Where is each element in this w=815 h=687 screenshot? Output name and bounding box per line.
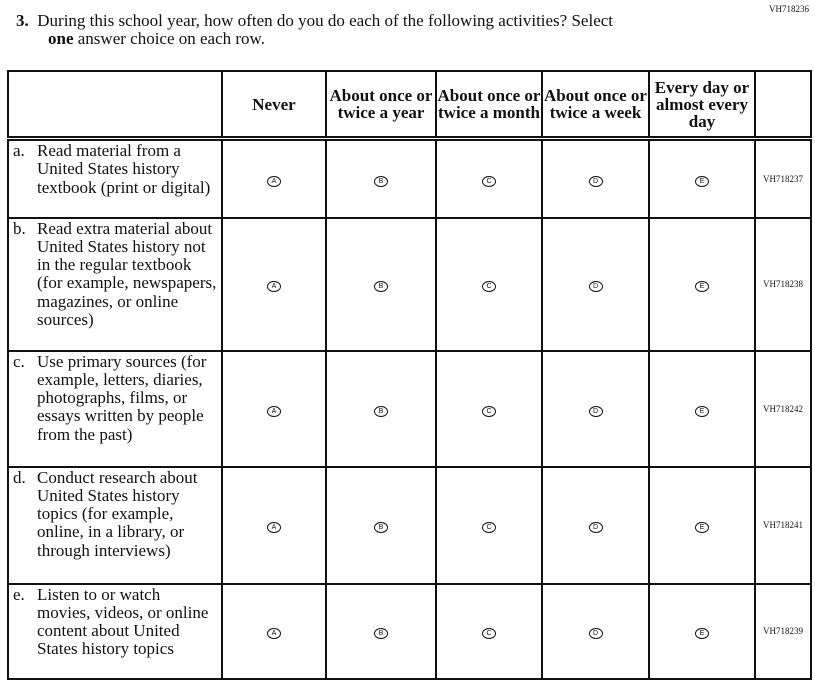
column-header-3: About once or twice a month: [435, 70, 543, 141]
row-item-id: VH718237: [754, 137, 812, 219]
question-prompt: 3. During this school year, how often do…: [16, 12, 613, 48]
answer-bubble-a[interactable]: A: [267, 175, 281, 187]
answer-bubble-a[interactable]: A: [267, 628, 281, 639]
row-text: Read extra material about United States …: [37, 218, 217, 329]
choice-cell: C: [435, 137, 543, 219]
answer-bubble-d[interactable]: D: [588, 175, 603, 187]
column-header-1: Never: [221, 70, 327, 141]
answer-bubble-a[interactable]: A: [267, 522, 281, 533]
answer-bubble-c[interactable]: C: [482, 522, 496, 533]
answer-bubble-c[interactable]: C: [482, 281, 496, 292]
answer-bubble-e[interactable]: E: [695, 281, 709, 292]
row-item-id: VH718241: [754, 465, 812, 585]
choice-cell: E: [648, 349, 756, 468]
answer-bubble-e[interactable]: E: [695, 405, 709, 417]
answer-bubble-c[interactable]: C: [482, 405, 496, 417]
choice-cell: E: [648, 216, 756, 352]
answer-bubble-e[interactable]: E: [695, 522, 709, 533]
question-text-line2: answer choice on each row.: [73, 29, 265, 48]
answer-bubble-d[interactable]: D: [588, 628, 603, 639]
column-header-2: About once or twice a year: [325, 70, 437, 141]
row-text: Conduct research about United States his…: [37, 467, 198, 560]
answer-bubble-b[interactable]: B: [374, 405, 388, 417]
row-stem: a. Read material from a United States his…: [7, 137, 223, 219]
row-text: Listen to or watch movies, videos, or on…: [37, 584, 209, 659]
choice-cell: C: [435, 582, 543, 680]
choice-cell: A: [221, 349, 327, 468]
row-item-id: VH718238: [754, 216, 812, 352]
answer-bubble-c[interactable]: C: [482, 628, 496, 639]
answer-bubble-a[interactable]: A: [267, 405, 281, 417]
choice-cell: E: [648, 465, 756, 585]
choice-cell: C: [435, 216, 543, 352]
answer-bubble-e[interactable]: E: [695, 175, 709, 187]
choice-cell: A: [221, 216, 327, 352]
choice-cell: C: [435, 465, 543, 585]
choice-cell: D: [541, 465, 650, 585]
row-letter: d.: [13, 467, 26, 487]
table-row: b. Read extra material about United State…: [7, 216, 812, 352]
row-text: Read material from a United States histo…: [37, 141, 211, 197]
row-letter: a.: [13, 141, 25, 160]
answer-bubble-b[interactable]: B: [374, 522, 388, 533]
answer-bubble-a[interactable]: A: [267, 281, 281, 292]
answer-bubble-b[interactable]: B: [374, 628, 388, 639]
item-id: VH718236: [769, 4, 809, 14]
choice-cell: D: [541, 216, 650, 352]
choice-cell: D: [541, 582, 650, 680]
choice-cell: B: [325, 349, 437, 468]
row-stem: d. Conduct research about United States h…: [7, 465, 223, 585]
choice-cell: E: [648, 137, 756, 219]
choice-cell: A: [221, 465, 327, 585]
table-row: a. Read material from a United States his…: [7, 137, 812, 219]
choice-cell: E: [648, 582, 756, 680]
choice-cell: B: [325, 582, 437, 680]
choice-cell: C: [435, 349, 543, 468]
choice-cell: B: [325, 137, 437, 219]
table-row: c. Use primary sources (for example, lett…: [7, 349, 812, 468]
answer-bubble-d[interactable]: D: [588, 405, 603, 417]
question-bold-word: one: [48, 29, 74, 48]
answer-bubble-c[interactable]: C: [482, 175, 496, 187]
row-letter: c.: [13, 351, 25, 371]
column-header-4: About once or twice a week: [541, 70, 650, 141]
answer-bubble-b[interactable]: B: [374, 175, 388, 187]
answer-bubble-e[interactable]: E: [695, 628, 709, 639]
header-id-blank: [754, 70, 812, 141]
row-stem: e. Listen to or watch movies, videos, or …: [7, 582, 223, 680]
row-letter: b.: [13, 218, 26, 238]
choice-cell: A: [221, 137, 327, 219]
table-row: d. Conduct research about United States h…: [7, 465, 812, 585]
choice-cell: B: [325, 465, 437, 585]
response-grid: Never About once or twice a year About onc…: [7, 70, 812, 680]
column-header-5: Every day or almost every day: [648, 70, 756, 141]
question-text-line1: During this school year, how often do yo…: [37, 11, 614, 30]
choice-cell: D: [541, 137, 650, 219]
answer-bubble-b[interactable]: B: [374, 281, 388, 292]
row-item-id: VH718239: [754, 582, 812, 680]
answer-bubble-d[interactable]: D: [588, 281, 603, 292]
row-text: Use primary sources (for example, letter…: [37, 351, 207, 444]
row-stem: b. Read extra material about United State…: [7, 216, 223, 352]
question-number: 3.: [16, 11, 29, 30]
answer-bubble-d[interactable]: D: [588, 522, 603, 533]
choice-cell: A: [221, 582, 327, 680]
row-stem: c. Use primary sources (for example, lett…: [7, 349, 223, 468]
table-row: e. Listen to or watch movies, videos, or …: [7, 582, 812, 680]
choice-cell: B: [325, 216, 437, 352]
row-letter: e.: [13, 584, 25, 604]
row-item-id: VH718242: [754, 349, 812, 468]
header-blank: [7, 70, 223, 141]
choice-cell: D: [541, 349, 650, 468]
